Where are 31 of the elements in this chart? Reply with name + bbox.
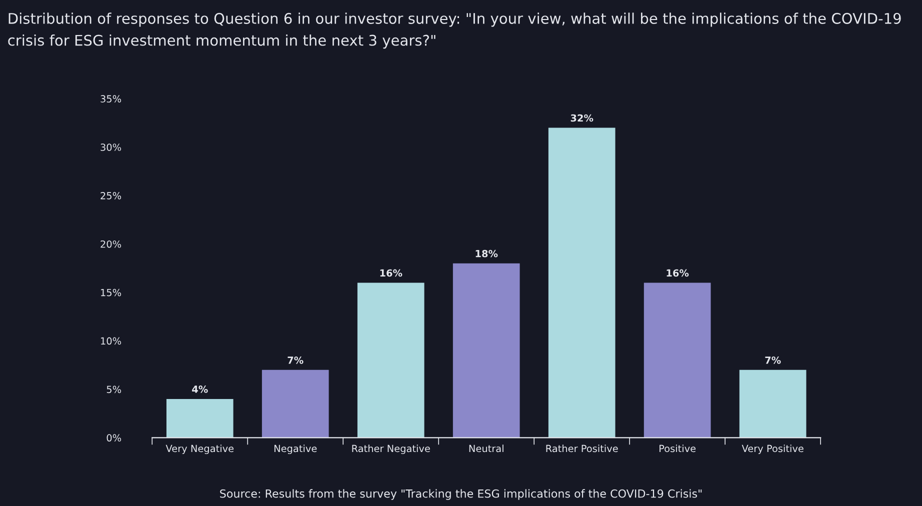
y-tick-label: 35% xyxy=(100,95,122,102)
data-label: 16% xyxy=(380,269,402,277)
y-tick-label: 0% xyxy=(106,434,122,442)
bar xyxy=(452,263,520,438)
bar xyxy=(262,370,329,438)
data-label: 16% xyxy=(666,269,689,277)
bar xyxy=(548,128,616,438)
chart-title: Distribution of responses to Question 6 in our investor survey: "In your view, what will be the implications of the COVID-19 crisis for ESG investment momentum in the next 3 years?" xyxy=(8,12,901,49)
bar xyxy=(357,282,424,438)
data-label: 32% xyxy=(570,114,594,122)
y-tick-label: 5% xyxy=(106,386,122,394)
x-tick-label: Very Negative xyxy=(166,444,234,454)
x-tick-label: Very Positive xyxy=(742,444,804,454)
x-tick-label: Positive xyxy=(660,444,696,452)
x-tick-label: Negative xyxy=(274,444,317,454)
y-tick-label: 10% xyxy=(101,337,122,345)
y-tick-label: 25% xyxy=(100,192,122,200)
bar xyxy=(644,282,711,438)
x-tick-label: Neutral xyxy=(469,444,504,452)
bar xyxy=(739,370,806,438)
x-tick-label: Rather Negative xyxy=(352,444,430,454)
bar xyxy=(166,398,234,438)
data-label: 4% xyxy=(192,386,208,393)
y-tick-label: 15% xyxy=(101,288,122,296)
x-tick-label: Rather Positive xyxy=(546,444,618,452)
y-tick-label: 20% xyxy=(100,240,122,248)
data-label: 18% xyxy=(476,250,498,258)
source-note: Source: Results from the survey "Tracking the ESG implications of the COVID-19 Crisis" xyxy=(220,489,702,500)
data-label: 7% xyxy=(288,356,304,364)
y-tick-label: 30% xyxy=(100,144,122,151)
data-label: 7% xyxy=(765,356,781,364)
